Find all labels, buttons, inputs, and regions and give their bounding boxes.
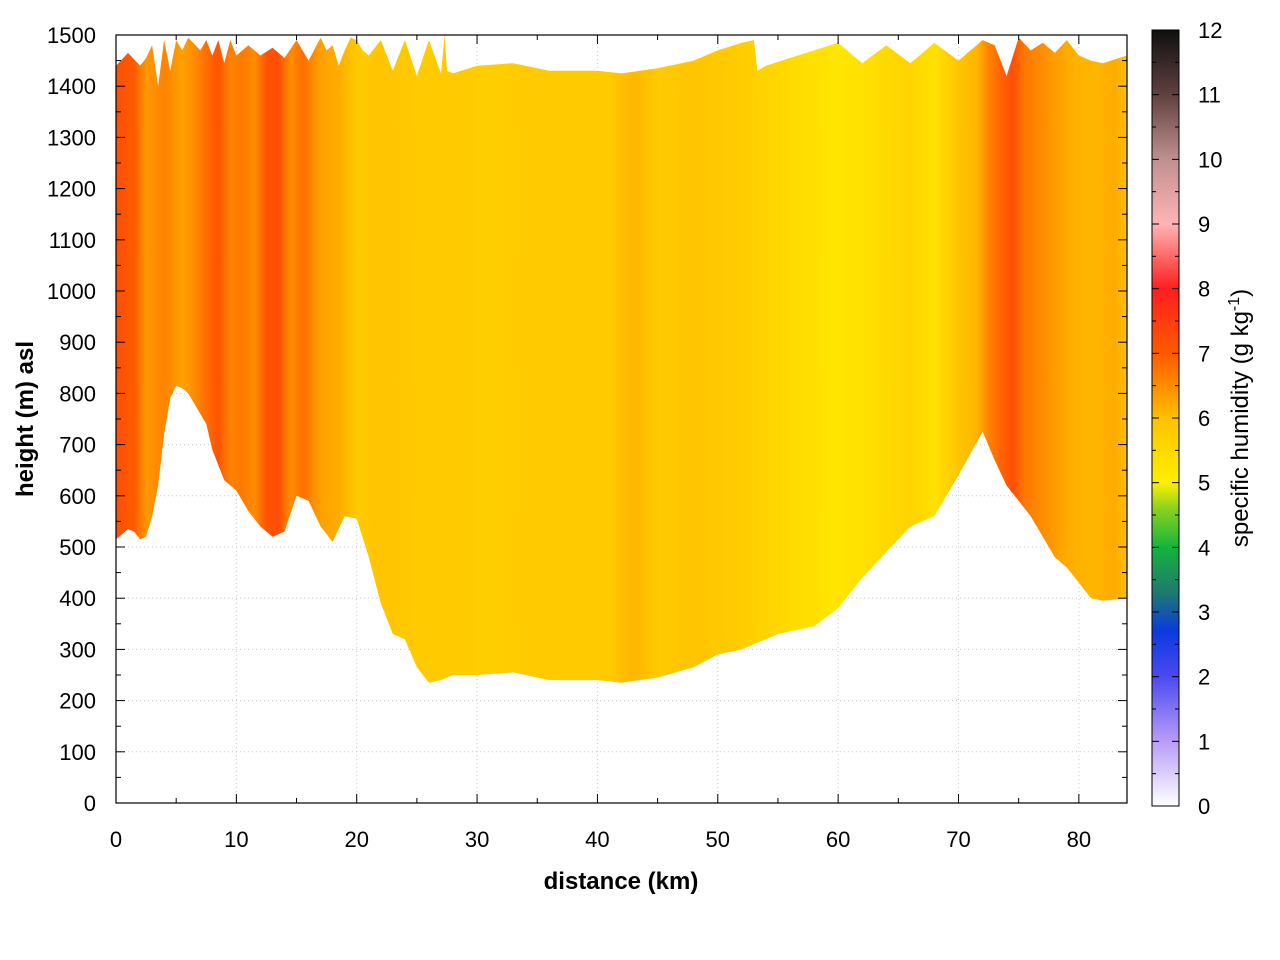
y-axis-label: height (m) asl bbox=[12, 341, 39, 497]
colorbar-tick-label: 9 bbox=[1198, 212, 1210, 237]
y-tick-label: 1300 bbox=[47, 125, 96, 150]
colorbar-tick-label: 10 bbox=[1198, 147, 1222, 172]
colorbar-tick-label: 2 bbox=[1198, 665, 1210, 690]
x-tick-label: 20 bbox=[344, 827, 368, 852]
x-tick-label: 0 bbox=[110, 827, 122, 852]
x-tick-label: 50 bbox=[706, 827, 730, 852]
colorbar-tick-label: 7 bbox=[1198, 341, 1210, 366]
colorbar-tick-label: 4 bbox=[1198, 535, 1210, 560]
colorbar-tick-label: 11 bbox=[1198, 83, 1221, 108]
y-tick-label: 800 bbox=[59, 381, 96, 406]
y-tick-label: 700 bbox=[59, 433, 96, 458]
colorbar-tick-label: 12 bbox=[1198, 18, 1222, 43]
y-tick-label: 400 bbox=[59, 586, 96, 611]
colorbar-tick-label: 3 bbox=[1198, 600, 1210, 625]
x-tick-label: 10 bbox=[224, 827, 248, 852]
y-tick-label: 1400 bbox=[47, 74, 96, 99]
colorbar-tick-label: 0 bbox=[1198, 794, 1210, 819]
humidity-field bbox=[116, 35, 1127, 683]
y-tick-label: 500 bbox=[59, 535, 96, 560]
y-tick-label: 600 bbox=[59, 484, 96, 509]
y-tick-label: 300 bbox=[59, 637, 96, 662]
axis-ticks bbox=[115, 34, 1127, 804]
colorbar-label-end: ) bbox=[1227, 289, 1254, 297]
colorbar-label-superscript: -1 bbox=[1226, 297, 1243, 311]
y-tick-label: 1500 bbox=[47, 23, 96, 48]
colorbar-tick-label: 5 bbox=[1198, 471, 1210, 496]
x-tick-labels: 0 10 20 30 40 50 60 70 80 bbox=[110, 827, 1091, 852]
y-tick-label: 900 bbox=[59, 330, 96, 355]
y-tick-label: 1000 bbox=[47, 279, 96, 304]
x-axis-label: distance (km) bbox=[544, 868, 699, 895]
y-tick-label: 200 bbox=[59, 689, 96, 714]
colorbar-tick-label: 1 bbox=[1198, 729, 1210, 754]
x-tick-label: 30 bbox=[465, 827, 489, 852]
y-tick-label: 0 bbox=[84, 791, 96, 816]
x-tick-label: 60 bbox=[826, 827, 850, 852]
y-tick-label: 1200 bbox=[47, 177, 96, 202]
x-tick-label: 70 bbox=[946, 827, 970, 852]
colorbar-label: specific humidity (g kg-1) bbox=[1226, 289, 1254, 547]
colorbar-tick-label: 8 bbox=[1198, 277, 1210, 302]
colorbar-tick-label: 6 bbox=[1198, 406, 1210, 431]
y-tick-labels: 0 100 200 300 400 500 600 700 800 900 1000 1100 1200… bbox=[47, 23, 96, 816]
x-tick-label: 40 bbox=[585, 827, 609, 852]
colorbar-ticks bbox=[1152, 29, 1179, 807]
y-tick-label: 1100 bbox=[49, 228, 96, 253]
y-tick-label: 100 bbox=[59, 740, 96, 765]
x-tick-label: 80 bbox=[1067, 827, 1091, 852]
colorbar-label-main: specific humidity (g kg bbox=[1227, 311, 1254, 547]
